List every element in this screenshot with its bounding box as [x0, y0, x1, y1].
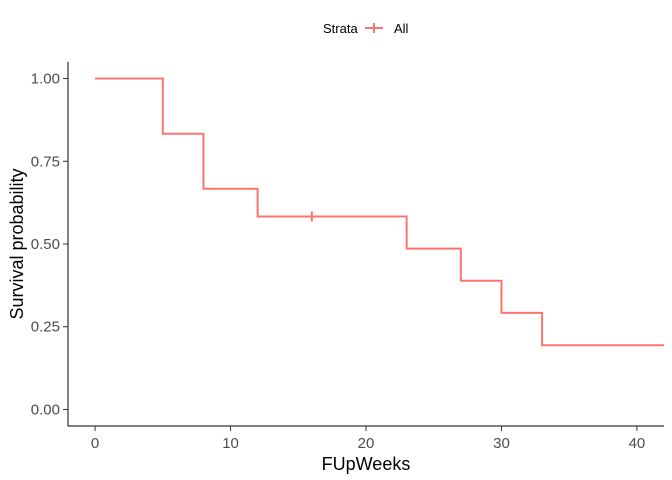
y-tick-label: 0.50 [31, 236, 60, 253]
x-tick-label: 30 [493, 435, 510, 452]
x-tick-label: 40 [629, 435, 646, 452]
x-axis-title: FUpWeeks [322, 454, 411, 474]
plot-area [95, 77, 664, 347]
legend: Strata All [323, 21, 409, 36]
censor-mark [307, 211, 316, 222]
x-tick-label: 0 [91, 435, 99, 452]
y-ticks: 0.00 0.25 0.50 0.75 1.00 [31, 71, 68, 418]
y-tick-label: 0.75 [31, 153, 60, 170]
x-tick-label: 10 [222, 435, 239, 452]
survival-curve-all [95, 77, 664, 347]
legend-entry-all: All [394, 21, 409, 36]
legend-title: Strata [323, 21, 358, 36]
y-tick-label: 0.00 [31, 401, 60, 418]
x-ticks: 0 10 20 30 40 [91, 426, 645, 452]
x-tick-label: 20 [358, 435, 375, 452]
y-tick-label: 0.25 [31, 319, 60, 336]
y-tick-label: 1.00 [31, 71, 60, 88]
y-axis-title: Survival probability [7, 168, 27, 319]
